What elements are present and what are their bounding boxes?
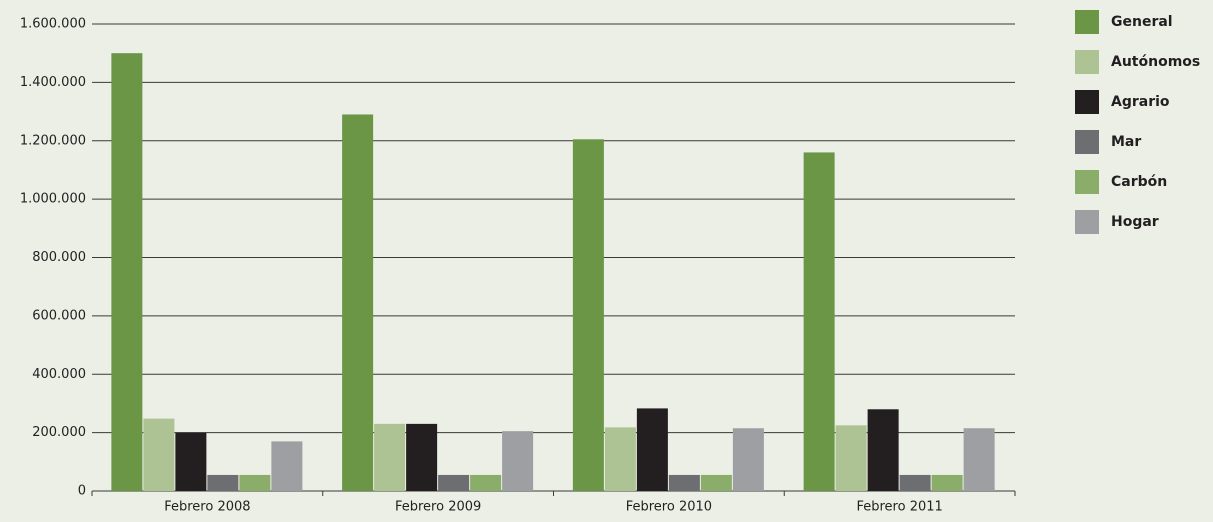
y-tick-label: 1.400.000 <box>20 75 86 90</box>
x-tick-label: Febrero 2008 <box>164 500 250 515</box>
bar <box>175 432 207 491</box>
bar <box>668 474 700 491</box>
legend-swatch <box>1075 50 1099 74</box>
bar <box>502 431 534 491</box>
bar <box>700 474 732 491</box>
y-tick-label: 0 <box>78 484 86 499</box>
bar <box>931 474 963 491</box>
legend-swatch <box>1075 10 1099 34</box>
bar <box>803 152 835 492</box>
bar <box>111 53 143 491</box>
x-tick-label: Febrero 2011 <box>856 500 942 515</box>
legend-label: Autónomos <box>1111 54 1200 70</box>
legend-swatch <box>1075 130 1099 154</box>
x-tick-label: Febrero 2010 <box>626 500 712 515</box>
legend-label: Hogar <box>1111 214 1159 230</box>
bar <box>207 474 239 491</box>
bar <box>374 423 406 491</box>
x-tick-label: Febrero 2009 <box>395 500 481 515</box>
bar <box>239 474 271 491</box>
bar <box>835 425 867 491</box>
bar <box>899 474 931 491</box>
legend-label: Carbón <box>1111 174 1167 190</box>
legend-label: General <box>1111 14 1173 30</box>
legend-swatch <box>1075 170 1099 194</box>
bar <box>867 409 899 491</box>
bar <box>470 474 502 491</box>
y-tick-label: 200.000 <box>32 425 86 440</box>
bar <box>438 474 470 491</box>
y-tick-label: 1.600.000 <box>20 17 86 32</box>
bar <box>572 139 604 491</box>
y-tick-label: 600.000 <box>32 308 86 323</box>
bar <box>963 428 995 491</box>
legend-label: Agrario <box>1111 94 1170 110</box>
bar <box>732 428 764 491</box>
legend-swatch <box>1075 210 1099 234</box>
bar <box>406 423 438 491</box>
bar <box>143 418 175 491</box>
y-tick-label: 1.200.000 <box>20 133 86 148</box>
bar <box>604 427 636 491</box>
y-tick-label: 800.000 <box>32 250 86 265</box>
legend-label: Mar <box>1111 134 1141 150</box>
legend-swatch <box>1075 90 1099 114</box>
bar <box>342 114 374 491</box>
bar <box>636 408 668 491</box>
y-tick-label: 1.000.000 <box>20 192 86 207</box>
bar <box>271 441 303 491</box>
y-tick-label: 400.000 <box>32 367 86 382</box>
